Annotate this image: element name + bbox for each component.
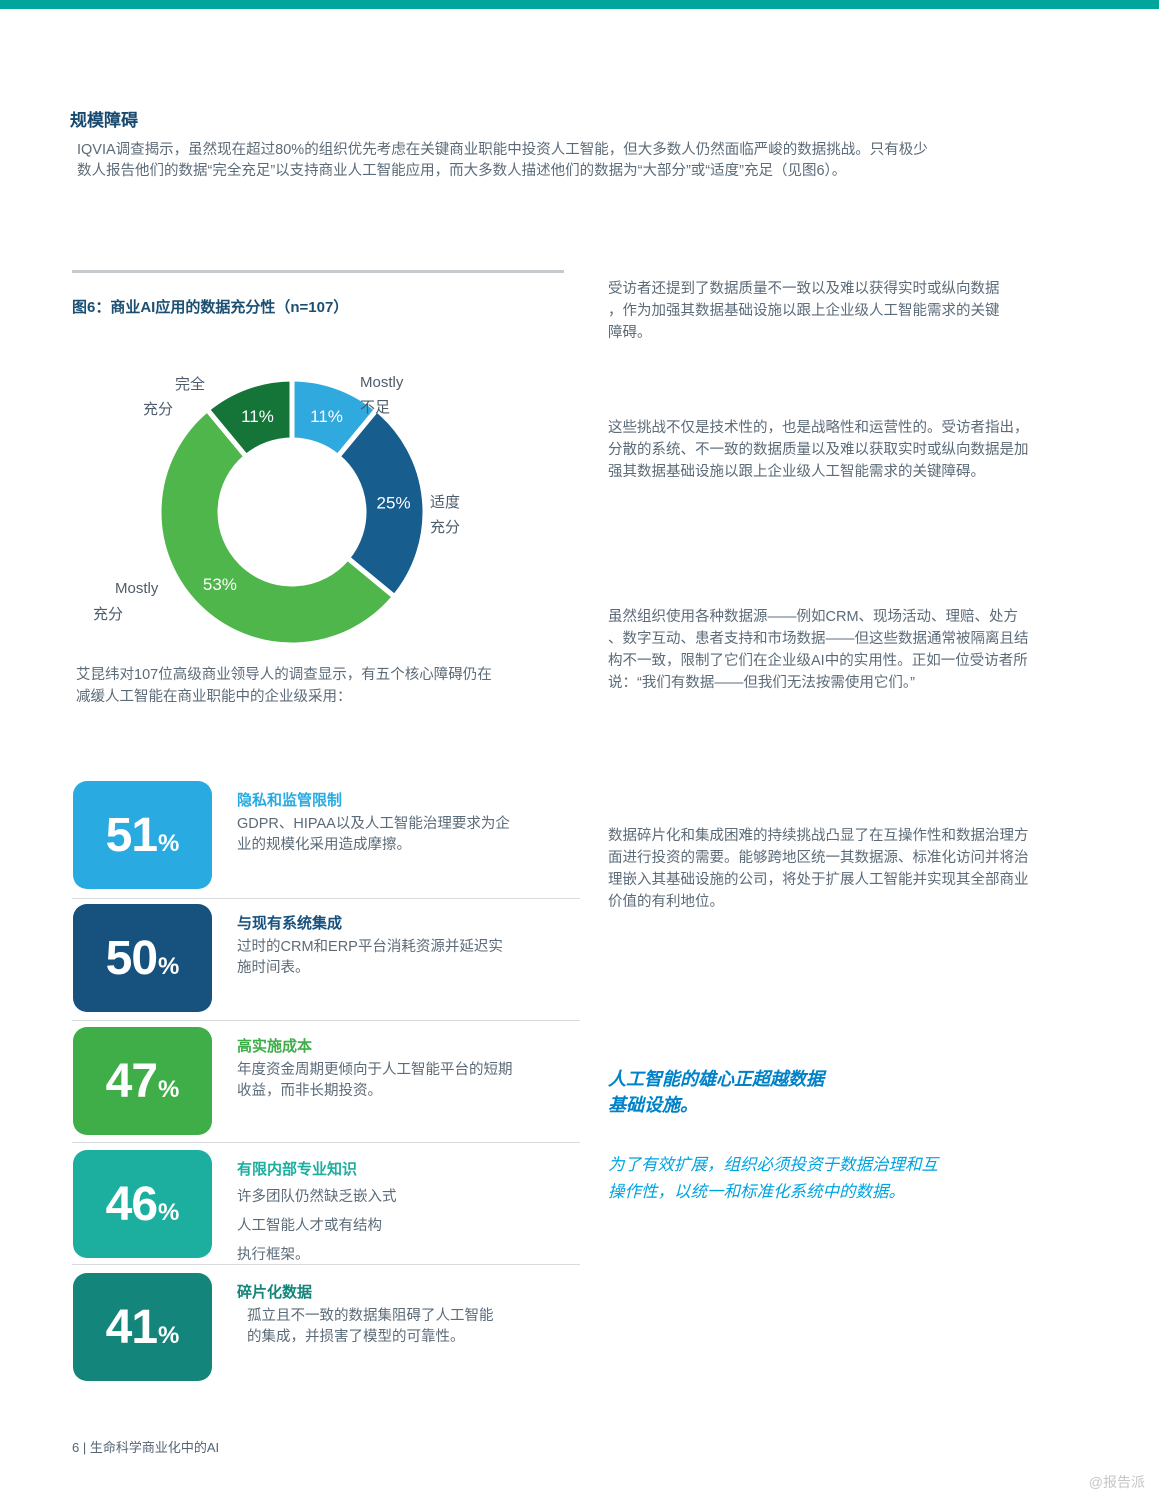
chart-label-fully-sufficient-line1: 完全 — [175, 376, 206, 393]
stat-value: 46% — [105, 1177, 180, 1231]
pull-quote-body: 为了有效扩展，组织必须投资于数据治理和互 操作性，以统一和标准化系统中的数据。 — [608, 1156, 938, 1201]
stat-text: 有限内部专业知识 许多团队仍然缺乏嵌入式 人工智能人才或有结构 执行框架。 — [237, 1158, 567, 1270]
donut-slice-value: 11% — [241, 407, 274, 426]
stat-title: 有限内部专业知识 — [237, 1161, 358, 1178]
stat-row-cost: 47% 高实施成本 年度资金周期更倾向于人工智能平台的短期 收益，而非长期投资。 — [73, 1027, 573, 1135]
stat-value: 47% — [105, 1054, 180, 1108]
stat-row-expertise: 46% 有限内部专业知识 许多团队仍然缺乏嵌入式 人工智能人才或有结构 执行框架… — [73, 1150, 573, 1263]
stat-text: 碎片化数据 孤立且不一致的数据集阻碍了人工智能 的集成，并损害了模型的可靠性。 — [237, 1281, 567, 1348]
stat-value: 50% — [105, 931, 180, 985]
chart-label-moderately-sufficient: 适度 充分 — [430, 494, 461, 536]
page-footer: 6 | 生命科学商业化中的AI — [72, 1440, 220, 1455]
stat-value: 51% — [105, 808, 180, 862]
chart-label-mostly-sufficient-line1: Mostly — [115, 580, 159, 597]
intro-paragraph: IQVIA调查揭示，虽然现在超过80%的组织优先考虑在关键商业职能中投资人工智能… — [77, 142, 928, 179]
right-paragraph-3: 虽然组织使用各种数据源——例如CRM、现场活动、理赔、处方 、数字互动、患者支持… — [608, 609, 1029, 691]
stat-separator — [72, 1264, 580, 1265]
stat-description: 孤立且不一致的数据集阻碍了人工智能 的集成，并损害了模型的可靠性。 — [247, 1308, 494, 1345]
right-paragraph-1: 受访者还提到了数据质量不一致以及难以获得实时或纵向数据 ，作为加强其数据基础设施… — [608, 281, 1000, 341]
donut-slice-value: 53% — [203, 575, 237, 594]
donut-chart: 11% 25% 53% 11% 完全 充分 Mostly 不足 适度 充分 Mostly … — [92, 360, 512, 670]
right-paragraph-2: 这些挑战不仅是技术性的，也是战略性和运营性的。受访者指出， 分散的系统、不一致的… — [608, 420, 1029, 480]
chart-divider-rule — [72, 270, 564, 273]
stat-value: 41% — [105, 1300, 180, 1354]
stat-box-41: 41% — [73, 1273, 212, 1381]
stat-separator — [72, 898, 580, 899]
stat-row-integration: 50% 与现有系统集成 过时的CRM和ERP平台消耗资源并延迟实 施时间表。 — [73, 904, 573, 1012]
stat-text: 与现有系统集成 过时的CRM和ERP平台消耗资源并延迟实 施时间表。 — [237, 912, 567, 979]
stat-row-privacy: 51% 隐私和监管限制 GDPR、HIPAA以及人工智能治理要求为企 业的规模化… — [73, 781, 573, 889]
donut-slice-value: 11% — [310, 407, 343, 426]
stat-description: 过时的CRM和ERP平台消耗资源并延迟实 施时间表。 — [237, 939, 503, 976]
stat-title: 高实施成本 — [237, 1038, 313, 1055]
pull-quote-title: 人工智能的雄心正超越数据 基础设施。 — [608, 1069, 824, 1115]
stat-box-46: 46% — [73, 1150, 212, 1258]
donut-svg: 11% 25% 53% 11% — [156, 376, 428, 648]
stat-description: 年度资金周期更倾向于人工智能平台的短期 收益，而非长期投资。 — [237, 1062, 513, 1099]
stat-title: 隐私和监管限制 — [237, 792, 343, 809]
stat-description: GDPR、HIPAA以及人工智能治理要求为企 业的规模化采用造成摩擦。 — [237, 816, 510, 853]
stat-separator — [72, 1142, 580, 1143]
stat-row-fragmented-data: 41% 碎片化数据 孤立且不一致的数据集阻碍了人工智能 的集成，并损害了模型的可… — [73, 1273, 573, 1381]
donut-slice — [156, 405, 399, 648]
donut-slice — [334, 406, 428, 601]
donut-slice-value: 25% — [377, 493, 411, 512]
chart-label-mostly-insufficient: Mostly 不足 — [360, 374, 404, 416]
chart-title: 图6：商业AI应用的数据充分性（n=107） — [72, 299, 349, 316]
survey-note-paragraph: 艾昆纬对107位高级商业领导人的调查显示，有五个核心障碍仍在 减缓人工智能在商业… — [76, 667, 492, 705]
chart-label-fully-sufficient-line2: 充分 — [143, 401, 174, 418]
stat-separator — [72, 1020, 580, 1021]
stat-box-51: 51% — [73, 781, 212, 889]
stat-box-50: 50% — [73, 904, 212, 1012]
watermark: @报告派 — [1088, 1474, 1145, 1490]
stat-text: 高实施成本 年度资金周期更倾向于人工智能平台的短期 收益，而非长期投资。 — [237, 1035, 567, 1102]
section-heading: 规模障碍 — [70, 111, 138, 130]
chart-label-mostly-sufficient-line2: 充分 — [93, 606, 124, 623]
right-paragraph-4: 数据碎片化和集成困难的持续挑战凸显了在互操作性和数据治理方 面进行投资的需要。能… — [608, 828, 1029, 910]
stat-description: 许多团队仍然缺乏嵌入式 人工智能人才或有结构 执行框架。 — [237, 1189, 397, 1263]
stat-title: 与现有系统集成 — [237, 915, 343, 932]
stat-title: 碎片化数据 — [237, 1284, 313, 1301]
stat-box-47: 47% — [73, 1027, 212, 1135]
donut-slice — [203, 376, 295, 461]
top-accent-bar — [0, 0, 1159, 9]
stat-text: 隐私和监管限制 GDPR、HIPAA以及人工智能治理要求为企 业的规模化采用造成… — [237, 789, 567, 856]
